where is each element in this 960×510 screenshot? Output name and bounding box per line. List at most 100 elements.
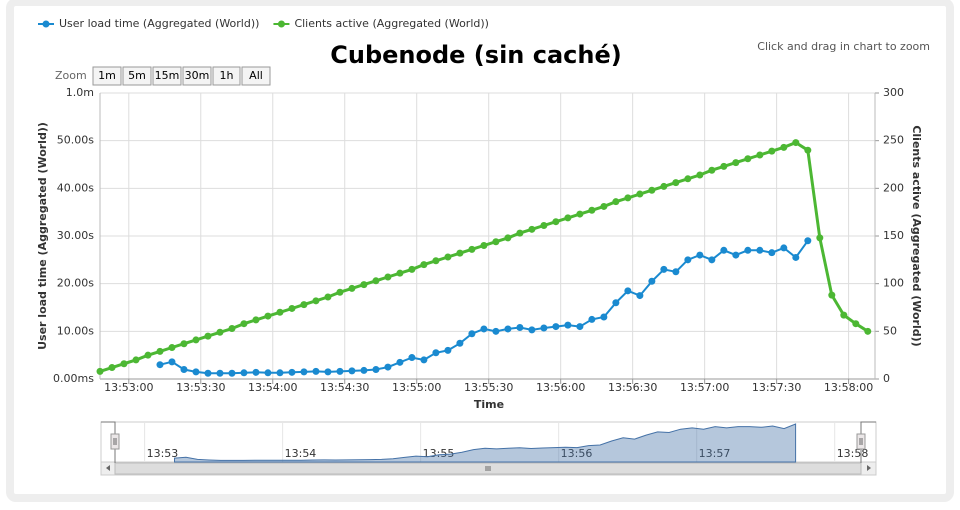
navigator-tick-label: 13:53 xyxy=(147,447,179,460)
data-point xyxy=(612,299,620,307)
navigator-tick-label: 13:54 xyxy=(285,447,317,460)
data-point xyxy=(636,292,644,300)
x-tick-label: 13:57:30 xyxy=(752,381,801,394)
data-point xyxy=(360,281,368,289)
data-point xyxy=(624,194,632,202)
data-point xyxy=(648,186,656,194)
y2-tick-label: 200 xyxy=(883,181,904,194)
data-point xyxy=(648,277,656,285)
data-point xyxy=(228,324,236,332)
y-axis-title: User load time (Aggregated (World)) xyxy=(36,122,49,350)
x-tick-label: 13:56:30 xyxy=(608,381,657,394)
y-tick-label: 40.00s xyxy=(57,181,94,194)
data-point xyxy=(612,198,620,206)
data-point xyxy=(228,369,236,377)
data-point xyxy=(744,155,752,163)
zoom-button-label[interactable]: 5m xyxy=(128,69,146,82)
data-point xyxy=(792,253,800,261)
data-point xyxy=(144,351,152,359)
data-point xyxy=(168,358,176,366)
legend-label[interactable]: Clients active (Aggregated (World)) xyxy=(294,17,489,30)
data-point xyxy=(396,269,404,277)
data-point xyxy=(300,301,308,309)
x-tick-label: 13:54:30 xyxy=(320,381,369,394)
data-point xyxy=(432,349,440,357)
data-point xyxy=(672,268,680,276)
data-point xyxy=(240,369,248,377)
zoom-button[interactable] xyxy=(92,66,122,86)
y2-tick-label: 250 xyxy=(883,134,904,147)
y2-tick-label: 300 xyxy=(883,86,904,99)
data-point xyxy=(108,364,116,372)
data-point xyxy=(600,202,608,210)
data-point xyxy=(348,284,356,292)
data-point xyxy=(264,312,272,320)
zoom-button[interactable] xyxy=(122,66,152,86)
data-point xyxy=(180,365,188,373)
data-point xyxy=(672,179,680,187)
data-point xyxy=(156,347,164,355)
data-point xyxy=(336,288,344,296)
x-tick-label: 13:54:00 xyxy=(248,381,297,394)
zoom-button-label[interactable]: All xyxy=(249,69,263,82)
x-tick-label: 13:56:00 xyxy=(536,381,585,394)
zoom-button[interactable] xyxy=(241,66,271,86)
data-point xyxy=(516,324,524,332)
y2-tick-label: 100 xyxy=(883,277,904,290)
scroll-right[interactable] xyxy=(867,465,871,471)
data-point xyxy=(792,139,800,147)
data-point xyxy=(168,344,176,352)
data-point xyxy=(552,218,560,226)
data-point xyxy=(120,360,128,368)
data-point xyxy=(360,366,368,374)
y-tick-label: 30.00s xyxy=(57,229,94,242)
data-point xyxy=(576,210,584,218)
data-point xyxy=(816,234,824,242)
y-tick-label: 50.00s xyxy=(57,134,94,147)
data-point xyxy=(852,320,860,328)
data-point xyxy=(384,363,392,371)
scroll-left[interactable] xyxy=(106,465,110,471)
data-point xyxy=(252,316,260,324)
y-tick-label: 10.00s xyxy=(57,324,94,337)
navigator-handle[interactable] xyxy=(110,433,120,450)
navigator-area xyxy=(174,423,797,463)
data-point xyxy=(456,249,464,257)
data-point xyxy=(732,251,740,259)
data-point xyxy=(756,151,764,159)
data-point xyxy=(552,323,560,331)
zoom-button[interactable] xyxy=(182,66,212,86)
handle-grip xyxy=(859,438,863,445)
navigator-tick-label: 13:58 xyxy=(837,447,869,460)
zoom-button-label[interactable]: 30m xyxy=(185,69,210,82)
y2-tick-label: 50 xyxy=(883,324,897,337)
zoom-button[interactable] xyxy=(212,66,241,86)
data-point xyxy=(528,225,536,233)
data-point xyxy=(564,214,572,222)
zoom-button-label[interactable]: 15m xyxy=(155,69,180,82)
data-point xyxy=(600,313,608,321)
zoom-button-label[interactable]: 1h xyxy=(220,69,234,82)
data-point xyxy=(624,287,632,295)
data-point xyxy=(480,325,488,333)
zoom-button-label[interactable]: 1m xyxy=(98,69,116,82)
navigator-handle[interactable] xyxy=(856,433,866,450)
data-point xyxy=(684,175,692,183)
data-point xyxy=(708,166,716,174)
data-point xyxy=(456,339,464,347)
data-point xyxy=(504,234,512,242)
zoom-button[interactable] xyxy=(152,66,182,86)
data-point xyxy=(96,367,104,375)
x-tick-label: 13:55:30 xyxy=(464,381,513,394)
data-point xyxy=(504,325,512,333)
x-tick-label: 13:57:00 xyxy=(680,381,729,394)
data-point xyxy=(540,222,548,230)
data-point xyxy=(720,246,728,254)
data-point xyxy=(636,190,644,198)
data-point xyxy=(240,320,248,328)
data-point xyxy=(276,308,284,316)
legend-label[interactable]: User load time (Aggregated (World)) xyxy=(59,17,259,30)
data-point xyxy=(384,273,392,281)
navigator-tick-label: 13:57 xyxy=(699,447,731,460)
data-point xyxy=(492,327,500,335)
